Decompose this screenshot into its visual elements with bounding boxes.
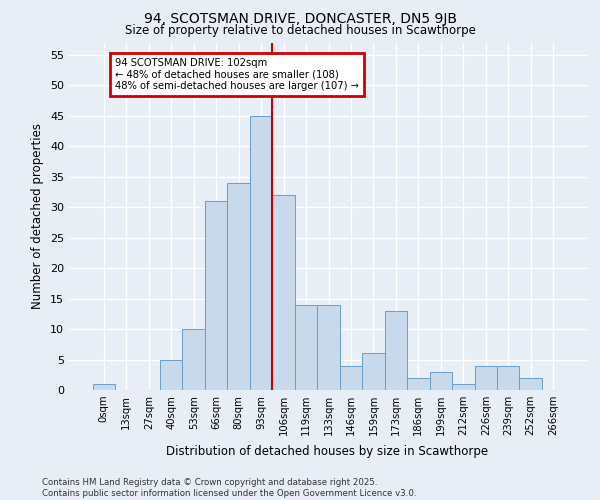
Bar — [92, 384, 115, 390]
Bar — [317, 304, 340, 390]
Text: Distribution of detached houses by size in Scawthorpe: Distribution of detached houses by size … — [166, 444, 488, 458]
Bar — [272, 195, 295, 390]
Bar — [385, 310, 407, 390]
Text: Size of property relative to detached houses in Scawthorpe: Size of property relative to detached ho… — [125, 24, 475, 37]
Text: 94 SCOTSMAN DRIVE: 102sqm
← 48% of detached houses are smaller (108)
48% of semi: 94 SCOTSMAN DRIVE: 102sqm ← 48% of detac… — [115, 58, 359, 91]
Bar — [250, 116, 272, 390]
Y-axis label: Number of detached properties: Number of detached properties — [31, 123, 44, 309]
Text: 94, SCOTSMAN DRIVE, DONCASTER, DN5 9JB: 94, SCOTSMAN DRIVE, DONCASTER, DN5 9JB — [143, 12, 457, 26]
Bar — [205, 201, 227, 390]
Bar — [475, 366, 497, 390]
Bar — [182, 329, 205, 390]
Bar — [430, 372, 452, 390]
Bar — [227, 182, 250, 390]
Bar — [452, 384, 475, 390]
Bar — [160, 360, 182, 390]
Bar — [362, 354, 385, 390]
Text: Contains HM Land Registry data © Crown copyright and database right 2025.
Contai: Contains HM Land Registry data © Crown c… — [42, 478, 416, 498]
Bar — [340, 366, 362, 390]
Bar — [295, 304, 317, 390]
Bar — [520, 378, 542, 390]
Bar — [497, 366, 520, 390]
Bar — [407, 378, 430, 390]
